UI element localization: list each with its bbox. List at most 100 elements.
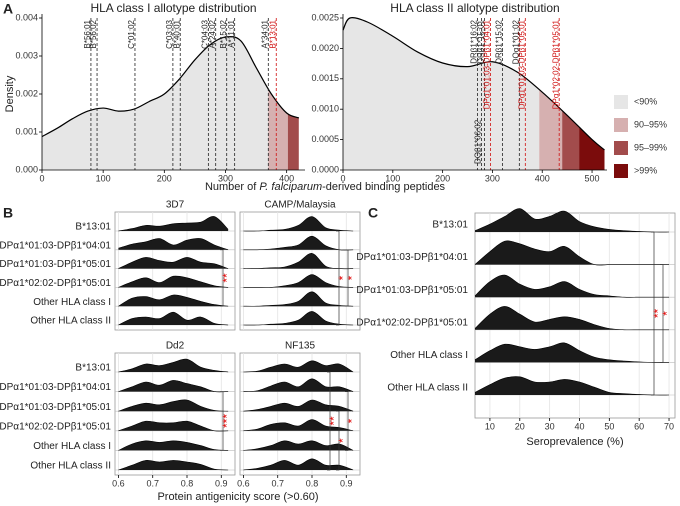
ridge — [118, 311, 229, 326]
allele-label: DQα1*01:02 — [511, 19, 520, 64]
ridge — [474, 274, 670, 298]
chart-title: HLA class II allotype distribution — [390, 1, 559, 15]
x-tick-label: 0.7 — [146, 478, 159, 488]
row-label: B*13:01 — [75, 222, 111, 233]
density-curve — [41, 35, 300, 138]
x-tick-label: 0.6 — [237, 478, 250, 488]
ridge — [243, 311, 354, 326]
row-label: Other HLA class II — [387, 383, 468, 394]
ridge-fill — [118, 421, 229, 432]
significance-bracket — [345, 249, 349, 307]
y-tick-label: 0.001 — [15, 126, 38, 136]
ridge — [243, 419, 354, 432]
y-tick-label: 0.0020 — [311, 43, 339, 53]
significance-label: ** — [220, 273, 234, 283]
allele-label: DPα1*01:03-DPβ1*05:01 — [517, 19, 526, 109]
x-tick-label: 100 — [385, 173, 400, 183]
legend-swatch — [614, 118, 628, 132]
row-label: DPα1*01:03-DPβ1*04:01 — [0, 382, 111, 393]
ridge — [243, 360, 354, 373]
ridge-fill — [243, 291, 354, 307]
ridge-fill — [475, 240, 670, 266]
x-tick-label: 200 — [435, 173, 450, 183]
legend-label: <90% — [634, 96, 657, 106]
ridge — [118, 358, 229, 373]
x-tick-label: 300 — [485, 173, 500, 183]
ridge — [118, 238, 229, 251]
ridge-fill — [118, 275, 229, 288]
allele-label: B*56:01 — [83, 19, 92, 48]
x-tick-label: 0.9 — [215, 478, 228, 488]
row-label: DPα1*02:02-DPβ1*05:01 — [0, 421, 111, 432]
panel-label: A — [3, 1, 13, 17]
allele-label: B*40:01 — [172, 19, 181, 48]
significance-bracket — [327, 371, 331, 471]
significance-label: * — [336, 438, 350, 443]
allele-label: B*15:02 — [219, 19, 228, 48]
facet-title: Dd2 — [166, 341, 185, 352]
x-axis-title-part: P. falciparum — [259, 181, 322, 193]
significance-bracket — [336, 230, 340, 326]
quantile-region — [579, 126, 605, 170]
ridge — [243, 440, 354, 451]
x-tick-label: 20 — [515, 421, 525, 431]
x-tick-label: 400 — [535, 173, 550, 183]
legend-swatch — [614, 95, 628, 109]
row-label: B*13:01 — [432, 220, 468, 231]
allele-label: DRβ1*16:02 — [470, 19, 479, 63]
ridge-fill — [243, 419, 354, 431]
facet-title: NF135 — [285, 341, 315, 352]
significance-bracket — [220, 391, 224, 451]
ridge — [474, 376, 670, 396]
x-tick-label: 0 — [39, 173, 44, 183]
x-tick-label: 400 — [279, 173, 294, 183]
allele-label: DPα1*02:02-DPβ1*05:01 — [551, 19, 560, 109]
facet-frame — [114, 352, 236, 476]
ridge — [243, 458, 354, 471]
significance-label: ** — [327, 416, 341, 426]
y-tick-label: 0.0015 — [311, 73, 339, 83]
x-tick-label: 30 — [545, 421, 555, 431]
significance-bracket — [651, 231, 655, 396]
x-axis-title-part: Number of — [205, 181, 259, 193]
facet-frame — [114, 211, 236, 331]
allele-label: A*24:02 — [208, 19, 217, 48]
x-tick-label: 300 — [218, 173, 233, 183]
facet-frame — [239, 352, 361, 476]
row-label: DPα1*02:02-DPβ1*05:01 — [0, 278, 111, 289]
legend-label: >99% — [634, 165, 657, 175]
density-curve — [342, 17, 605, 151]
significance-label: * — [345, 275, 359, 280]
quantile-region — [562, 110, 580, 170]
allele-label: C*04:03 — [200, 19, 209, 48]
y-tick-label: 0.0010 — [311, 104, 339, 114]
ridge — [474, 240, 670, 266]
x-axis-title: Protein antigenicity score (>0.60) — [157, 491, 318, 503]
x-tick-label: 200 — [157, 173, 172, 183]
ridge — [118, 440, 229, 451]
x-tick-label: 50 — [604, 421, 614, 431]
allele-label: B*56:02 — [89, 19, 98, 48]
x-tick-label: 0 — [340, 173, 345, 183]
y-tick-label: 0.004 — [15, 12, 38, 22]
row-label: Other HLA class I — [390, 350, 468, 361]
allele-label: B*13:01 — [268, 19, 277, 48]
allele-label: DPα1*01:03-DPβ1*04:01 — [483, 19, 492, 109]
ridge — [118, 420, 229, 432]
significance-bracket — [345, 391, 349, 451]
x-tick-label: 0.8 — [306, 478, 319, 488]
ridge-fill — [243, 458, 354, 470]
ridge — [474, 342, 670, 363]
ridge-fill — [243, 216, 354, 232]
allele-label: DRβ1*15:02 — [495, 19, 504, 63]
y-tick-label: 0.002 — [15, 88, 38, 98]
significance-label: * — [660, 311, 674, 316]
ridge-fill — [118, 440, 229, 451]
row-label: DPα1*01:03-DPβ1*04:01 — [356, 252, 468, 263]
significance-label: * — [345, 418, 359, 423]
facet-frame — [239, 211, 361, 331]
significance-label: ** — [651, 309, 665, 319]
ridge — [243, 216, 354, 232]
allele-label: A*34:01 — [260, 19, 269, 48]
